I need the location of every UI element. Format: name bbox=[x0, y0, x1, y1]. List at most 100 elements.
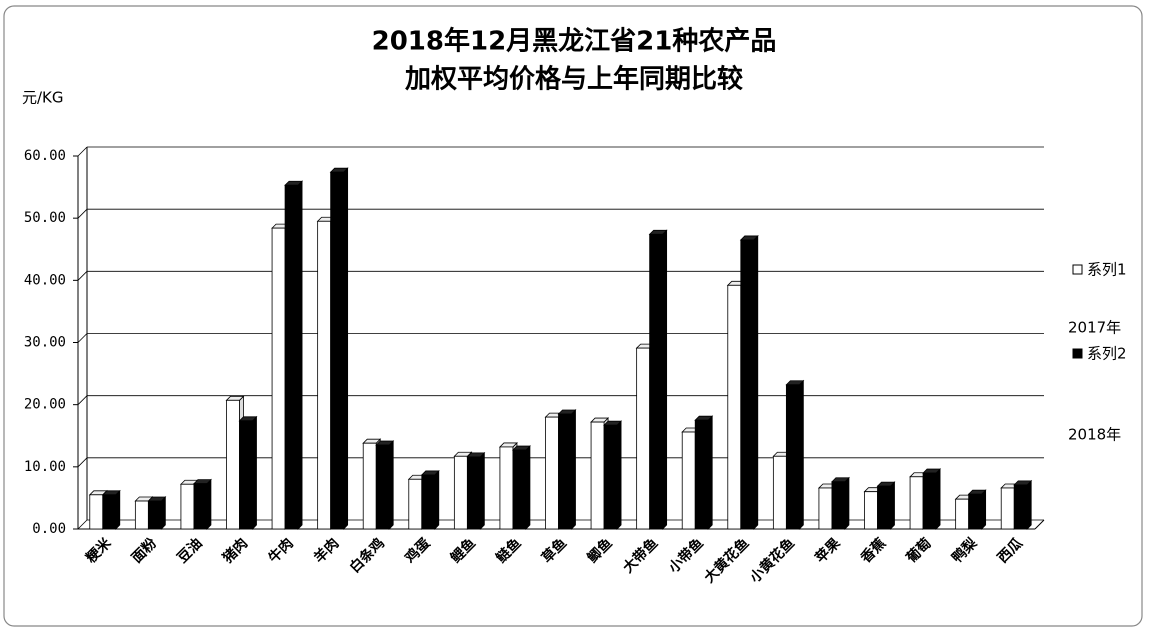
bar bbox=[694, 419, 709, 530]
bar-group bbox=[694, 415, 714, 530]
bar bbox=[284, 184, 299, 530]
grid-slant bbox=[77, 146, 88, 157]
chart-frame bbox=[3, 5, 1143, 627]
bar bbox=[317, 220, 332, 530]
y-tick-label: 40.00 bbox=[24, 272, 66, 288]
bar bbox=[590, 421, 605, 530]
bar-side bbox=[571, 409, 576, 530]
bar bbox=[193, 483, 208, 530]
floor-edge bbox=[1034, 519, 1045, 530]
y-tick-label: 10.00 bbox=[24, 459, 66, 475]
bar bbox=[102, 494, 117, 530]
bar-group bbox=[375, 440, 395, 530]
bar-side bbox=[616, 420, 622, 530]
bar-group bbox=[466, 451, 486, 530]
bar-side bbox=[844, 476, 850, 530]
bar-side bbox=[890, 481, 895, 530]
bar bbox=[558, 413, 572, 530]
bar bbox=[740, 239, 755, 530]
grid-slant bbox=[77, 208, 88, 219]
bar bbox=[226, 399, 240, 530]
bar bbox=[180, 483, 195, 530]
bar bbox=[772, 455, 787, 530]
bar bbox=[239, 420, 253, 530]
bar bbox=[134, 500, 149, 530]
bar bbox=[636, 347, 651, 530]
grid-slant bbox=[77, 395, 88, 405]
bar bbox=[909, 476, 924, 530]
bar-side bbox=[525, 445, 531, 530]
bar bbox=[831, 481, 846, 530]
bar bbox=[1000, 487, 1015, 530]
y-tick-label: 60.00 bbox=[24, 148, 66, 164]
bar-group bbox=[967, 489, 987, 530]
legend-swatch bbox=[1072, 348, 1083, 359]
grid-slant bbox=[77, 457, 88, 468]
y-tick-label: 50.00 bbox=[24, 210, 66, 226]
bar-side bbox=[981, 489, 987, 530]
bar-side bbox=[1026, 479, 1032, 530]
bar-group bbox=[238, 415, 258, 530]
bar bbox=[408, 478, 423, 530]
bar bbox=[818, 487, 833, 530]
bar bbox=[864, 491, 878, 530]
bar-side bbox=[707, 415, 713, 530]
bar-group bbox=[648, 229, 668, 530]
legend-swatch bbox=[1072, 264, 1083, 275]
legend-label: 系列2 bbox=[1087, 345, 1127, 363]
bar-side bbox=[343, 167, 349, 530]
bar bbox=[271, 227, 286, 530]
bar-side bbox=[935, 468, 941, 530]
bar bbox=[147, 500, 162, 530]
bar bbox=[785, 384, 800, 530]
bar bbox=[968, 493, 983, 530]
bar-side bbox=[297, 180, 303, 530]
bar bbox=[955, 498, 970, 530]
bar-side bbox=[115, 489, 121, 530]
bar-group bbox=[785, 379, 805, 530]
bar-group bbox=[603, 420, 623, 530]
bar bbox=[375, 444, 390, 530]
y-axis-label: 元/KG bbox=[22, 89, 64, 107]
bar-group bbox=[192, 478, 212, 530]
bar-side bbox=[160, 496, 166, 530]
bar-side bbox=[798, 379, 804, 530]
bar-side bbox=[479, 451, 485, 530]
legend-note: 2017年 bbox=[1068, 319, 1121, 337]
chart-title: 加权平均价格与上年同期比较 bbox=[405, 64, 743, 95]
bar-side bbox=[252, 415, 257, 530]
bar bbox=[649, 233, 664, 530]
bar-group bbox=[739, 234, 759, 530]
bar bbox=[362, 442, 377, 530]
bar bbox=[499, 446, 514, 530]
legend-note: 2018年 bbox=[1068, 426, 1121, 444]
bar bbox=[89, 494, 104, 530]
bar bbox=[330, 171, 345, 530]
bar-group bbox=[1013, 479, 1033, 530]
bar bbox=[421, 474, 436, 530]
grid-slant bbox=[77, 519, 88, 530]
bar-group bbox=[922, 468, 942, 530]
bar bbox=[603, 424, 618, 530]
bar-group bbox=[147, 496, 167, 530]
bar-side bbox=[206, 478, 212, 530]
bar-side bbox=[434, 469, 440, 530]
legend-label: 系列1 bbox=[1087, 261, 1127, 279]
bar bbox=[1013, 484, 1028, 530]
bar-group bbox=[830, 476, 850, 530]
bar bbox=[512, 449, 527, 530]
y-tick-label: 30.00 bbox=[24, 335, 66, 351]
grid-slant bbox=[77, 333, 88, 343]
grid-slant bbox=[77, 271, 88, 281]
bar-side bbox=[388, 440, 394, 530]
bar bbox=[545, 416, 559, 530]
bar-group bbox=[101, 489, 121, 530]
bar-group bbox=[420, 469, 440, 530]
bar bbox=[727, 284, 742, 530]
bar-group bbox=[284, 180, 304, 530]
bar-group bbox=[511, 445, 531, 530]
bar bbox=[877, 485, 891, 530]
chart-title: 2018年12月黑龙江省21种农产品 bbox=[372, 26, 777, 57]
bar-side bbox=[662, 229, 668, 530]
